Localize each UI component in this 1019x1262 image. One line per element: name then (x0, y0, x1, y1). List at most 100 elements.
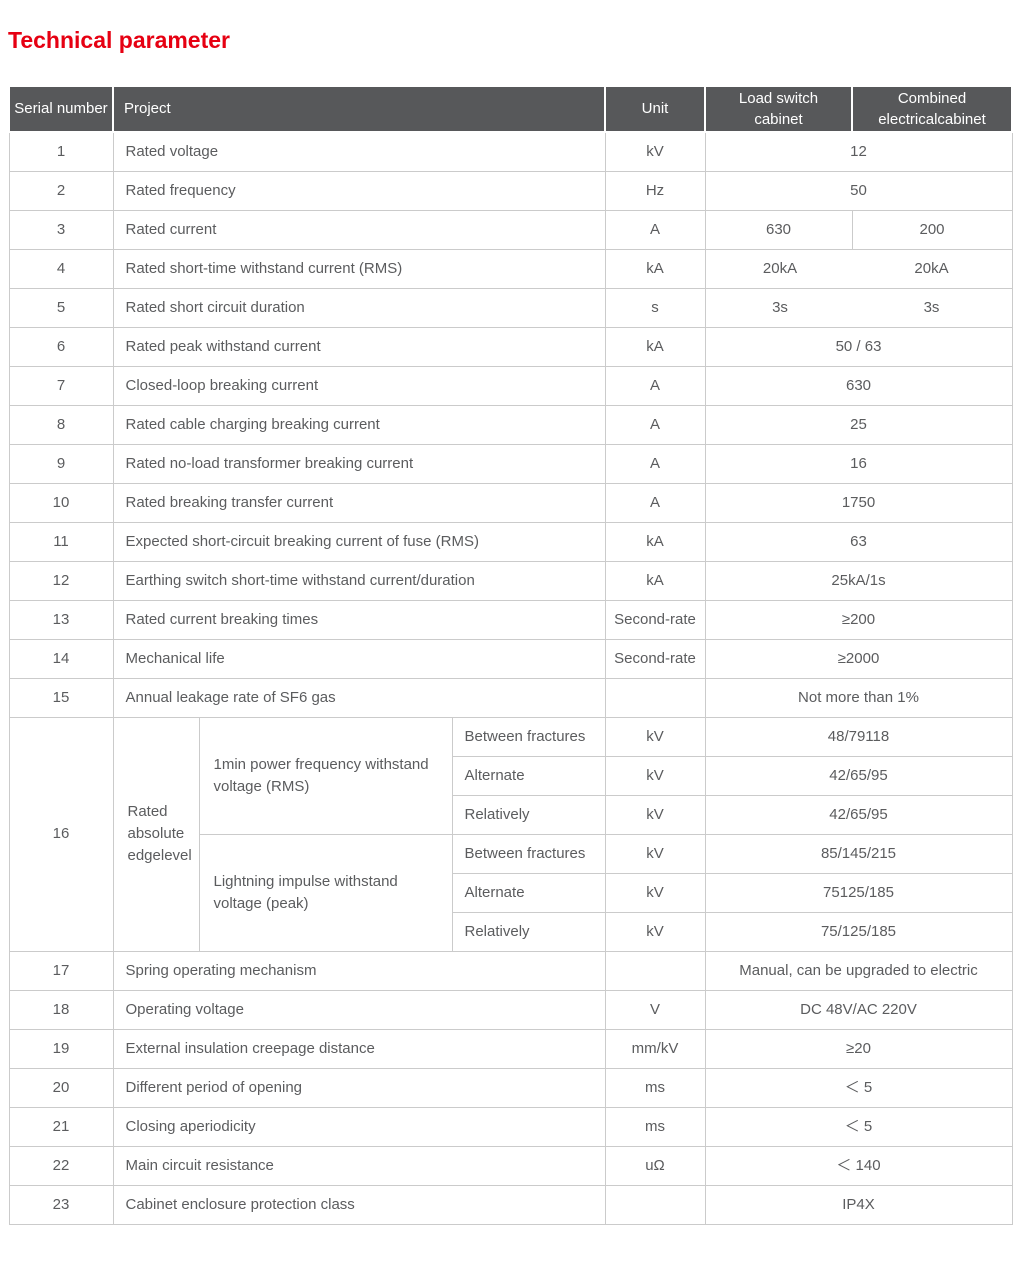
cell-unit (604, 950, 706, 991)
page-title: Technical parameter (8, 27, 231, 53)
cell-serial: 11 (8, 521, 114, 562)
cell-project: Mechanical life (112, 638, 606, 679)
col-header-unit: Unit (604, 84, 706, 133)
cell-value: ≥20 (704, 1028, 1013, 1069)
cell-value: 85/145/215 (704, 833, 1013, 874)
cell-value-load-switch: 3s (772, 298, 788, 316)
cell-value: 25kA/1s (704, 560, 1013, 601)
cell-unit (604, 677, 706, 718)
cell-unit: kV (604, 794, 706, 835)
cell-project: Closed-loop breaking current (112, 365, 606, 406)
cell-project: Rated frequency (112, 170, 606, 211)
cell-value: ＜ 5 (704, 1067, 1013, 1108)
cell-condition: Between fractures (451, 716, 606, 757)
cell-unit: kV (604, 131, 706, 172)
cell-value-load-switch: 630 (704, 209, 853, 250)
cell-value: ≥200 (704, 599, 1013, 640)
table-row: 15 Annual leakage rate of SF6 gas Not mo… (8, 677, 1013, 718)
cell-value: 75125/185 (704, 872, 1013, 913)
table-row: 3 Rated current A 630 200 (8, 209, 1013, 250)
cell-project: Different period of opening (112, 1067, 606, 1108)
cell-unit: kV (604, 716, 706, 757)
cell-unit: mm/kV (604, 1028, 706, 1069)
cell-project: Rated current (112, 209, 606, 250)
cell-unit: ms (604, 1067, 706, 1108)
table-row: 18 Operating voltage V DC 48V/AC 220V (8, 989, 1013, 1030)
cell-value: 25 (704, 404, 1013, 445)
cell-project: Rated no-load transformer breaking curre… (112, 443, 606, 484)
cell-value: DC 48V/AC 220V (704, 989, 1013, 1030)
table-row-16-sub1: 16 Rated absolute edgelevel 1min power f… (8, 716, 1013, 952)
cell-serial: 4 (8, 248, 114, 289)
cell-subgroup-label: Lightning impulse withstand voltage (pea… (198, 833, 453, 952)
table-row: 14 Mechanical life Second-rate ≥2000 (8, 638, 1013, 679)
table-row: 23 Cabinet enclosure protection class IP… (8, 1184, 1013, 1225)
cell-value: 50 (704, 170, 1013, 211)
cell-unit: Second-rate (604, 638, 706, 679)
cell-project: External insulation creepage distance (112, 1028, 606, 1069)
cell-project: Closing aperiodicity (112, 1106, 606, 1147)
col-header-project: Project (112, 84, 606, 133)
cell-value: 12 (704, 131, 1013, 172)
table-row: 8 Rated cable charging breaking current … (8, 404, 1013, 445)
cell-unit: s (604, 287, 706, 328)
cell-value: ≥2000 (704, 638, 1013, 679)
cell-value: 75/125/185 (704, 911, 1013, 952)
table-row: 12 Earthing switch short-time withstand … (8, 560, 1013, 601)
cell-value: ＜ 5 (704, 1106, 1013, 1147)
cell-project: Expected short-circuit breaking current … (112, 521, 606, 562)
cell-condition: Alternate (451, 755, 606, 796)
cell-unit: kA (604, 248, 706, 289)
table-row: 6 Rated peak withstand current kA 50 / 6… (8, 326, 1013, 367)
table-row: 7 Closed-loop breaking current A 630 (8, 365, 1013, 406)
cell-serial: 3 (8, 209, 114, 250)
cell-serial: 18 (8, 989, 114, 1030)
cell-unit: kV (604, 872, 706, 913)
cell-value: Manual, can be upgraded to electric (704, 950, 1013, 991)
table-row: 17 Spring operating mechanism Manual, ca… (8, 950, 1013, 991)
cell-value: 48/79118 (704, 716, 1013, 757)
cell-condition: Relatively (451, 794, 606, 835)
cell-project: Rated voltage (112, 131, 606, 172)
table-row-16-sub5: Alternate kV 75125/185 (9, 872, 1013, 913)
cell-project: Rated cable charging breaking current (112, 404, 606, 445)
cell-project: Main circuit resistance (112, 1145, 606, 1186)
cell-value-dual: 3s 3s (704, 287, 1013, 328)
table-row: 20 Different period of opening ms ＜ 5 (8, 1067, 1013, 1108)
cell-serial: 22 (8, 1145, 114, 1186)
table-row: 9 Rated no-load transformer breaking cur… (8, 443, 1013, 484)
cell-condition: Relatively (451, 911, 606, 952)
cell-value: IP4X (704, 1184, 1013, 1225)
cell-project: Cabinet enclosure protection class (112, 1184, 606, 1225)
cell-value: 63 (704, 521, 1013, 562)
table-row-16-sub3: Relatively kV 42/65/95 (9, 794, 1013, 835)
cell-value-load-switch: 20kA (762, 259, 798, 277)
table-row: 22 Main circuit resistance uΩ ＜ 140 (8, 1145, 1013, 1186)
cell-value: 42/65/95 (704, 794, 1013, 835)
cell-project: Operating voltage (112, 989, 606, 1030)
table-row: 10 Rated breaking transfer current A 175… (8, 482, 1013, 523)
cell-serial: 8 (8, 404, 114, 445)
cell-value: 630 (704, 365, 1013, 406)
table-row: 2 Rated frequency Hz 50 (8, 170, 1013, 211)
cell-unit: A (604, 209, 706, 250)
cell-unit: kA (604, 521, 706, 562)
col-header-serial-number: Serial number (8, 84, 114, 133)
table-row: 5 Rated short circuit duration s 3s 3s (8, 287, 1013, 328)
cell-value: Not more than 1% (704, 677, 1013, 718)
cell-value-combined: 20kA (914, 259, 949, 277)
cell-unit: uΩ (604, 1145, 706, 1186)
cell-value: 50 / 63 (704, 326, 1013, 367)
cell-serial: 17 (8, 950, 114, 991)
cell-value: ＜ 140 (704, 1145, 1013, 1186)
table-row: 19 External insulation creepage distance… (8, 1028, 1013, 1069)
table-row: 13 Rated current breaking times Second-r… (8, 599, 1013, 640)
table-row-16-sub4: Lightning impulse withstand voltage (pea… (9, 833, 1013, 952)
cell-unit: A (604, 404, 706, 445)
cell-serial: 16 (8, 716, 114, 952)
cell-project: Earthing switch short-time withstand cur… (112, 560, 606, 601)
cell-unit: kV (604, 833, 706, 874)
col-header-combined-electrical-cabinet: Combined electricalcabinet (851, 84, 1013, 133)
cell-serial: 7 (8, 365, 114, 406)
cell-unit: kV (604, 911, 706, 952)
